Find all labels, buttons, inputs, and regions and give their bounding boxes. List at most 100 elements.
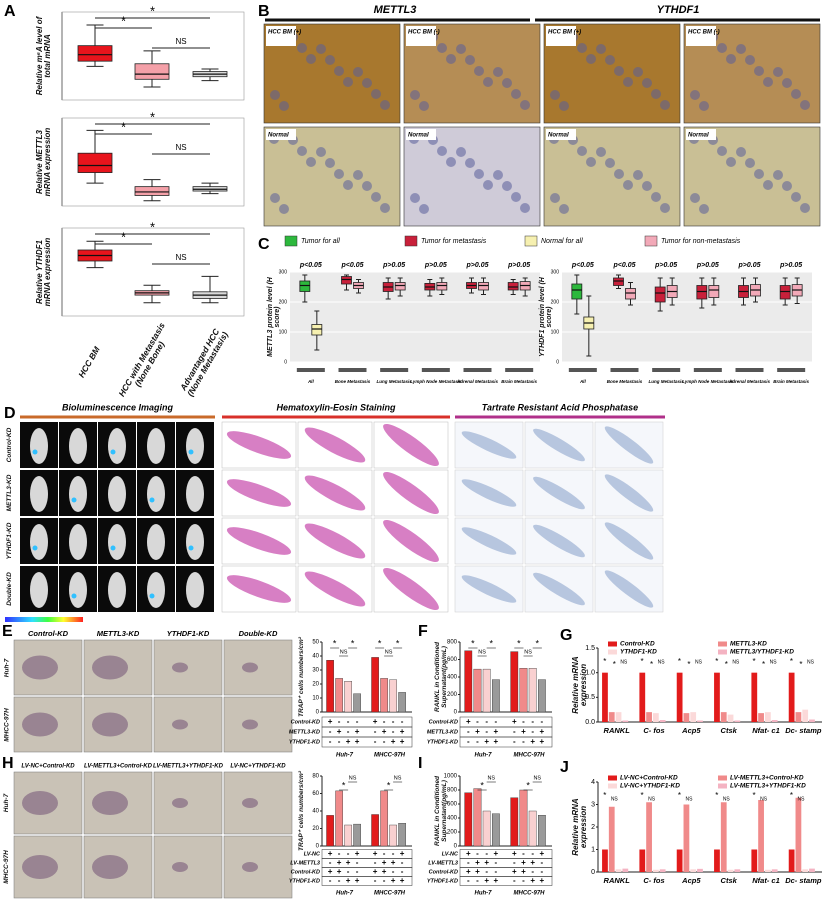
bar — [519, 789, 528, 847]
nucleus — [325, 158, 335, 168]
p-value: p>0.05 — [654, 262, 677, 269]
table-sign: + — [346, 858, 351, 867]
x-category-label: Acp5 — [681, 726, 701, 735]
significance-label: * — [641, 657, 644, 666]
legend-swatch — [608, 775, 617, 781]
bar — [676, 672, 683, 722]
table-sign: + — [540, 737, 545, 746]
legend-swatch — [608, 641, 617, 647]
table-sign: - — [541, 858, 544, 867]
nucleus — [559, 204, 569, 214]
table-sign: + — [355, 849, 360, 858]
signal — [110, 449, 116, 455]
y-tick-label: 0.5 — [585, 694, 595, 701]
column-header: METTL3-KD — [97, 629, 140, 638]
y-tick-label: 1 — [591, 846, 595, 853]
legend-swatch — [644, 235, 658, 247]
column-header: LV-METTL3+YTHDF1-KD — [153, 764, 224, 770]
y-tick-label: 0 — [316, 844, 320, 850]
significance-label: NS — [760, 796, 768, 802]
table-sign: - — [531, 717, 534, 726]
table-row — [321, 876, 413, 886]
nucleus — [493, 170, 503, 180]
p-value: p<0.05 — [341, 262, 364, 269]
section-header: Bioluminescence Imaging — [62, 402, 174, 412]
legend-label: LV-METTL3+YTHDF1-KD — [730, 783, 806, 790]
x-category-label: Bone Metastasis — [335, 379, 371, 384]
he-bone — [304, 427, 366, 463]
box — [654, 286, 666, 303]
bar — [371, 657, 379, 713]
table-sign: - — [513, 737, 516, 746]
bar — [714, 849, 720, 872]
table-sign: + — [512, 867, 517, 876]
nucleus — [371, 89, 381, 99]
nucleus — [763, 77, 773, 87]
bar — [344, 824, 352, 847]
significance-label: NS — [695, 659, 703, 665]
table-sign: - — [485, 727, 488, 736]
nucleus — [791, 89, 801, 99]
tag-bg — [686, 129, 716, 140]
y-tick-label: 60 — [312, 791, 319, 797]
nucleus — [791, 192, 801, 202]
significance-label: * — [387, 780, 391, 790]
significance-label: NS — [648, 796, 656, 802]
table-row-label: LV-METTL3 — [290, 860, 320, 866]
bar — [714, 672, 720, 722]
trap-bone — [533, 476, 585, 510]
table-sign: - — [495, 867, 498, 876]
p-value: p<0.05 — [571, 262, 594, 269]
significance-label: * — [687, 660, 690, 669]
box — [478, 282, 489, 291]
nucleus — [699, 101, 709, 111]
x-category-label: Dc- stamp — [785, 876, 822, 885]
legend-swatch — [718, 775, 727, 781]
table-sign: - — [347, 727, 350, 736]
score-bar — [421, 368, 450, 372]
bar — [697, 720, 703, 722]
significance-label: NS — [685, 796, 693, 802]
significance-label: NS — [175, 143, 186, 152]
nucleus — [297, 43, 307, 53]
table-row-label: Control-KD — [291, 719, 320, 725]
row-label: MHCC-97H — [2, 707, 10, 742]
he-bone — [383, 423, 439, 467]
p-value: p>0.05 — [466, 262, 489, 269]
table-row — [459, 716, 553, 728]
table-sign: + — [484, 858, 489, 867]
bar — [528, 810, 537, 847]
nucleus — [483, 77, 493, 87]
box — [436, 282, 448, 291]
nucleus — [726, 157, 736, 167]
x-category-label: Lung Metastasis — [377, 379, 413, 384]
image-tag: HCC BM (-) — [408, 30, 440, 36]
legend-label: Control-KD — [620, 641, 655, 648]
score-bar — [338, 368, 367, 372]
table-sign: - — [383, 876, 386, 885]
bar — [398, 823, 406, 847]
osteoclast — [22, 791, 58, 815]
bar — [751, 672, 758, 722]
p-value: p>0.05 — [696, 262, 719, 269]
bar — [802, 869, 809, 872]
table-row-label: Control-KD — [291, 869, 320, 875]
panel-letter: C — [258, 236, 270, 253]
y-tick-label: 3 — [591, 801, 595, 808]
y-tick-label: 200 — [551, 299, 560, 305]
nucleus — [717, 146, 727, 156]
significance-label: NS — [340, 649, 348, 655]
row-label: MHCC-97H — [2, 850, 10, 884]
color-scale — [5, 617, 83, 622]
significance-label: NS — [807, 659, 815, 665]
nucleus — [605, 55, 615, 65]
he-bone — [226, 575, 292, 603]
x-category-label: Ctsk — [721, 876, 738, 885]
osteoclast — [172, 662, 188, 673]
significance-label: NS — [658, 659, 666, 665]
tag-bg — [266, 129, 296, 140]
nucleus — [474, 66, 484, 76]
table-sign: - — [513, 858, 516, 867]
he-bone — [226, 431, 292, 459]
score-bar — [652, 368, 681, 372]
